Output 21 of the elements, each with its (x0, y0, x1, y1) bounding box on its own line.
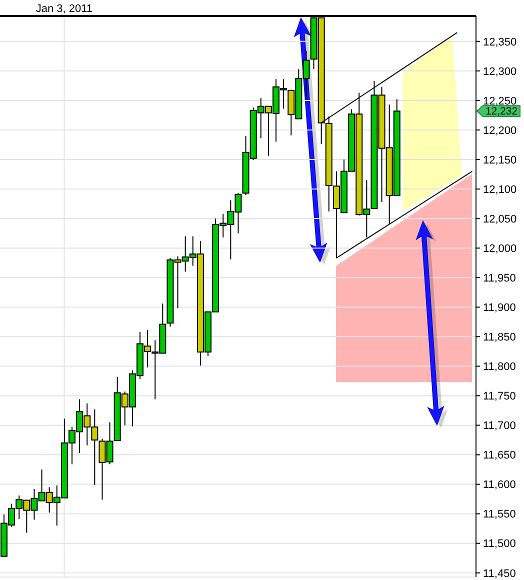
y-tick-label: 12,000 (483, 242, 517, 255)
x-tick-label: Jan 3, 2011 (36, 3, 93, 15)
y-tick-label: 12,100 (483, 184, 517, 196)
y-tick-label: 11,950 (483, 272, 516, 285)
y-tick-label: 12,200 (483, 124, 517, 137)
y-tick-label: 11,550 (483, 508, 516, 521)
y-tick-label: 11,800 (483, 361, 516, 374)
y-tick-label: 11,850 (483, 332, 516, 344)
y-tick-label: 11,900 (483, 302, 516, 314)
y-tick-label: 12,350 (483, 36, 517, 48)
y-tick-label: 11,700 (483, 420, 516, 432)
y-tick-label: 11,450 (483, 568, 516, 580)
y-tick-label: 12,300 (483, 66, 517, 78)
y-tick-label: 11,750 (483, 390, 516, 403)
y-tick-label: 11,500 (483, 538, 516, 550)
y-tick-label: 11,650 (483, 450, 516, 462)
y-tick-label: 12,150 (483, 154, 517, 166)
y-tick-label: 12,250 (483, 95, 517, 108)
y-tick-label: 12,050 (483, 213, 517, 226)
y-tick-label: 11,600 (483, 479, 516, 492)
price-tag: 12,232 (476, 105, 520, 118)
